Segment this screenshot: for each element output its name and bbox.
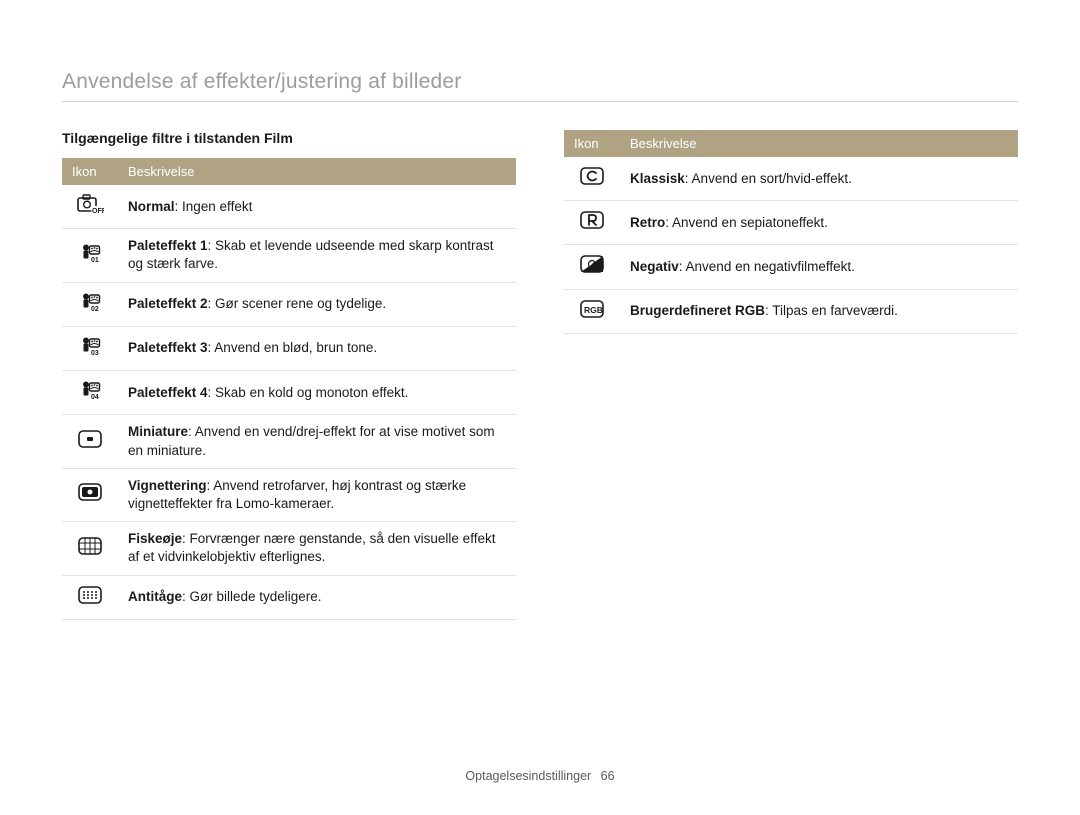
table-row: Klassisk: Anvend en sort/hvid-effekt. (564, 157, 1018, 201)
filter-description: Paleteffekt 2: Gør scener rene og tydeli… (118, 282, 516, 326)
neg-icon (564, 245, 620, 289)
table-row: Paleteffekt 1: Skab et levende udseende … (62, 229, 516, 282)
filter-description: Paleteffekt 4: Skab en kold og monoton e… (118, 371, 516, 415)
right-col-desc: Beskrivelse (620, 130, 1018, 157)
pal2-icon (62, 282, 118, 326)
filter-description: Paleteffekt 3: Anvend en blød, brun tone… (118, 326, 516, 370)
right-column: Ikon Beskrivelse Klassisk: Anvend en sor… (564, 130, 1018, 620)
vign-icon (62, 468, 118, 521)
filter-description: Antitåge: Gør billede tydeligere. (118, 575, 516, 619)
page-footer: Optagelsesindstillinger 66 (0, 769, 1080, 783)
left-col-desc: Beskrivelse (118, 158, 516, 185)
fish-icon (62, 522, 118, 575)
footer-page-number: 66 (601, 769, 615, 783)
table-row: Antitåge: Gør billede tydeligere. (62, 575, 516, 619)
mini-icon (62, 415, 118, 468)
table-row: Vignettering: Anvend retrofarver, høj ko… (62, 468, 516, 521)
right-filter-table: Ikon Beskrivelse Klassisk: Anvend en sor… (564, 130, 1018, 334)
left-col-icon: Ikon (62, 158, 118, 185)
filter-description: Brugerdefineret RGB: Tilpas en farveværd… (620, 289, 1018, 333)
defog-icon (62, 575, 118, 619)
filter-description: Negativ: Anvend en negativfilmeffekt. (620, 245, 1018, 289)
page-title: Anvendelse af effekter/justering af bill… (62, 70, 1018, 102)
left-filter-table: Ikon Beskrivelse Normal: Ingen effektPal… (62, 158, 516, 620)
filter-description: Retro: Anvend en sepiatoneffekt. (620, 201, 1018, 245)
filter-description: Paleteffekt 1: Skab et levende udseende … (118, 229, 516, 282)
retro-icon (564, 201, 620, 245)
filter-description: Vignettering: Anvend retrofarver, høj ko… (118, 468, 516, 521)
left-subheading: Tilgængelige filtre i tilstanden Film (62, 130, 516, 146)
table-row: Fiskeøje: Forvrænger nære genstande, så … (62, 522, 516, 575)
table-row: Paleteffekt 3: Anvend en blød, brun tone… (62, 326, 516, 370)
table-row: Paleteffekt 2: Gør scener rene og tydeli… (62, 282, 516, 326)
filter-description: Fiskeøje: Forvrænger nære genstande, så … (118, 522, 516, 575)
table-row: Paleteffekt 4: Skab en kold og monoton e… (62, 371, 516, 415)
table-row: Brugerdefineret RGB: Tilpas en farveværd… (564, 289, 1018, 333)
pal4-icon (62, 371, 118, 415)
filter-description: Klassisk: Anvend en sort/hvid-effekt. (620, 157, 1018, 201)
pal1-icon (62, 229, 118, 282)
table-row: Retro: Anvend en sepiatoneffekt. (564, 201, 1018, 245)
table-row: Negativ: Anvend en negativfilmeffekt. (564, 245, 1018, 289)
table-row: Normal: Ingen effekt (62, 185, 516, 229)
filter-description: Normal: Ingen effekt (118, 185, 516, 229)
rgb-icon (564, 289, 620, 333)
normal-icon (62, 185, 118, 229)
right-col-icon: Ikon (564, 130, 620, 157)
pal3-icon (62, 326, 118, 370)
table-row: Miniature: Anvend en vend/drej-effekt fo… (62, 415, 516, 468)
filter-description: Miniature: Anvend en vend/drej-effekt fo… (118, 415, 516, 468)
left-column: Tilgængelige filtre i tilstanden Film Ik… (62, 130, 516, 620)
classic-icon (564, 157, 620, 201)
footer-section: Optagelsesindstillinger (465, 769, 591, 783)
